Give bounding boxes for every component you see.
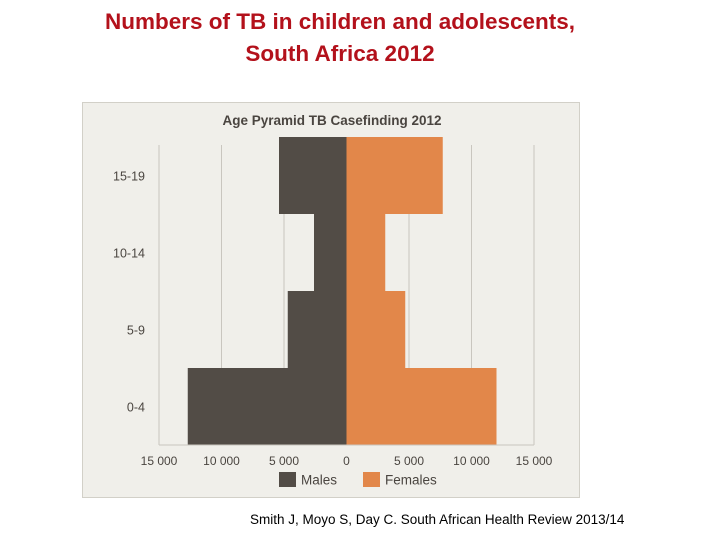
citation: Smith J, Moyo S, Day C. South African He…: [250, 512, 625, 527]
x-tick-label-1: 10 000: [203, 454, 240, 468]
y-tick-label-5-9: 5-9: [127, 324, 145, 338]
bar-males-0-4: [187, 368, 347, 445]
chart-panel: Age Pyramid TB Casefinding 2012 0-4 5-9 10-…: [82, 102, 580, 498]
age-pyramid-chart: Age Pyramid TB Casefinding 2012 0-4 5-9 10-…: [113, 113, 553, 488]
x-tick-label-4: 5 000: [394, 454, 424, 468]
title-line-2: South Africa 2012: [245, 41, 435, 66]
bar-males-5-9: [287, 291, 347, 368]
legend-swatch-males: [279, 472, 296, 487]
legend-label-males: Males: [301, 473, 337, 488]
chart-title: Age Pyramid TB Casefinding 2012: [222, 113, 441, 128]
x-tick-label-2: 5 000: [269, 454, 299, 468]
y-tick-label-15-19: 15-19: [113, 170, 145, 184]
y-tick-label-10-14: 10-14: [113, 247, 145, 261]
bar-males-10-14: [314, 214, 347, 291]
x-tick-label-0: 15 000: [141, 454, 178, 468]
x-tick-label-5: 10 000: [453, 454, 490, 468]
title-line-1: Numbers of TB in children and adolescent…: [104, 9, 576, 34]
y-tick-label-0-4: 0-4: [127, 401, 145, 415]
legend-swatch-females: [363, 472, 380, 487]
bar-males-15-19: [279, 137, 347, 214]
x-tick-label-3: 0: [343, 454, 350, 468]
bar-females-15-19: [346, 137, 443, 214]
x-tick-label-6: 15 000: [516, 454, 553, 468]
legend-label-females: Females: [385, 473, 437, 488]
bar-females-10-14: [346, 214, 386, 291]
bar-females-5-9: [346, 291, 406, 368]
bar-females-0-4: [346, 368, 497, 445]
page-title: Numbers of TB in children and adolescent…: [0, 6, 680, 70]
